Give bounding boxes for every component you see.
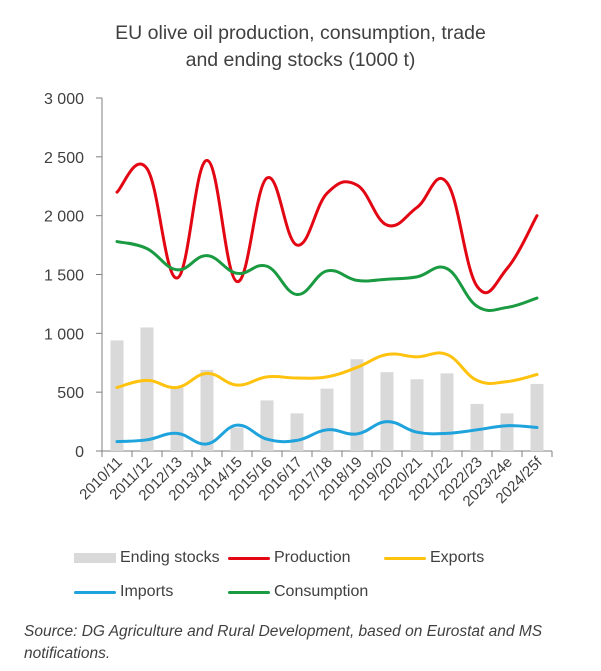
bar-ending-stocks	[290, 413, 304, 451]
legend-label: Imports	[120, 583, 174, 600]
bar-ending-stocks	[110, 340, 124, 451]
bar-ending-stocks	[350, 359, 364, 451]
line-imports	[115, 420, 539, 446]
y-tick-label: 3 000	[44, 91, 84, 108]
bar-ending-stocks	[140, 327, 154, 451]
legend-label: Exports	[430, 549, 485, 566]
y-tick-label: 1 500	[44, 268, 84, 285]
y-tick-label: 2 500	[44, 150, 84, 167]
bar-ending-stocks	[530, 383, 544, 451]
y-tick-label: 2 000	[44, 209, 84, 226]
legend-swatch-consumption	[228, 591, 270, 594]
line-production	[115, 158, 539, 295]
y-tick-label: 1 000	[44, 326, 84, 343]
legend-swatch-exports	[384, 557, 426, 560]
chart-source-note: Source: DG Agriculture and Rural Develop…	[24, 623, 543, 662]
bar-ending-stocks	[410, 379, 424, 451]
y-tick-label: 0	[75, 444, 84, 461]
chart-title-line-1: EU olive oil production, consumption, tr…	[115, 22, 486, 44]
legend-swatch-ending-stocks	[74, 553, 116, 563]
bar-ending-stocks	[470, 403, 484, 451]
legend-swatch-imports	[74, 591, 116, 594]
bar-ending-stocks	[230, 427, 244, 451]
chart-title: EU olive oil production, consumption, tr…	[0, 20, 601, 74]
bar-ending-stocks	[380, 372, 394, 451]
bar-ending-stocks	[260, 400, 274, 451]
legend-swatch-production	[228, 557, 270, 560]
chart-title-line-2: and ending stocks (1000 t)	[185, 49, 416, 71]
line-consumption	[115, 240, 539, 312]
bar-ending-stocks	[320, 388, 334, 451]
legend-label: Production	[274, 549, 351, 566]
bar-ending-stocks	[200, 369, 214, 451]
line-exports	[115, 351, 539, 390]
legend-label: Ending stocks	[120, 549, 220, 566]
bar-ending-stocks	[440, 373, 454, 451]
legend-label: Consumption	[274, 583, 369, 600]
bar-ending-stocks	[500, 413, 514, 451]
bar-ending-stocks	[170, 387, 184, 451]
y-tick-label: 500	[57, 385, 84, 402]
